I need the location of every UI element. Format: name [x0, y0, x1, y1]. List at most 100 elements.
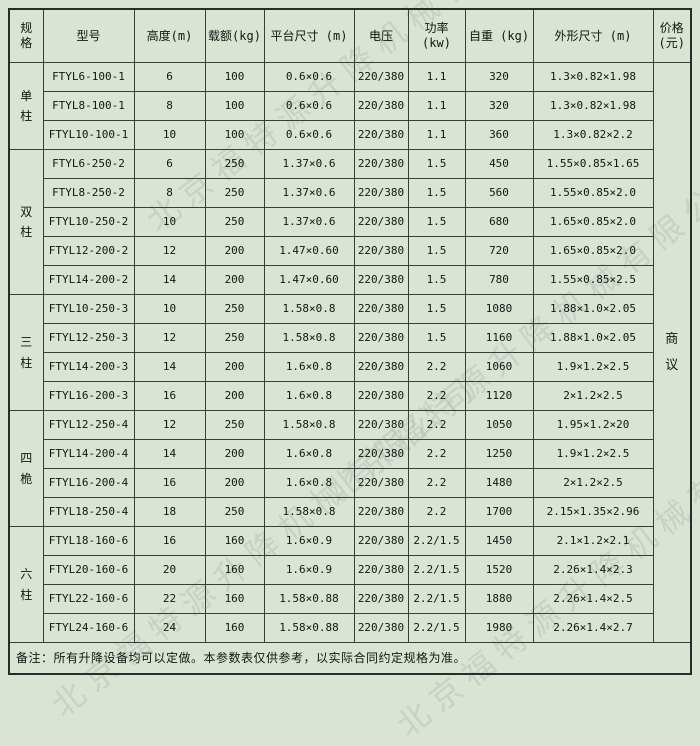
cell-weight: 720	[464, 236, 534, 266]
cell-weight: 1480	[464, 468, 534, 498]
cell-dimensions: 1.88×1.0×2.05	[532, 323, 654, 353]
cell-voltage: 220/380	[353, 613, 409, 643]
cell-weight: 1060	[464, 352, 534, 382]
cell-height: 16	[133, 381, 206, 411]
cell-weight: 1250	[464, 439, 534, 469]
cell-power: 1.1	[407, 91, 466, 121]
cell-height: 10	[133, 294, 206, 324]
row-group-label-char: 桅	[20, 471, 33, 486]
cell-height: 6	[133, 149, 206, 179]
cell-model: FTYL16-200-4	[42, 468, 135, 498]
cell-voltage: 220/380	[353, 91, 409, 121]
cell-height: 10	[133, 120, 206, 150]
cell-power: 1.1	[407, 120, 466, 150]
cell-power: 1.5	[407, 265, 466, 295]
row-group-label: 三柱	[8, 294, 44, 411]
column-header-line: (元)	[658, 36, 685, 50]
cell-platform: 1.58×0.88	[263, 584, 355, 614]
cell-model: FTYL14-200-4	[42, 439, 135, 469]
cell-voltage: 220/380	[353, 584, 409, 614]
cell-voltage: 220/380	[353, 381, 409, 411]
row-group-label-char: 四	[20, 451, 33, 466]
cell-load: 200	[204, 439, 265, 469]
cell-platform: 1.37×0.6	[263, 207, 355, 237]
cell-weight: 1120	[464, 381, 534, 411]
column-header-line: 平台尺寸 (m)	[270, 28, 348, 43]
cell-voltage: 220/380	[353, 120, 409, 150]
cell-model: FTYL10-250-2	[42, 207, 135, 237]
cell-model: FTYL8-250-2	[42, 178, 135, 208]
cell-load: 100	[204, 91, 265, 121]
cell-weight: 1980	[464, 613, 534, 643]
cell-voltage: 220/380	[353, 555, 409, 585]
cell-power: 1.5	[407, 294, 466, 324]
column-header-line: (kw)	[422, 36, 451, 50]
cell-load: 250	[204, 178, 265, 208]
price-merged-cell: 商议	[652, 62, 692, 643]
cell-dimensions: 1.3×0.82×1.98	[532, 62, 654, 92]
cell-height: 14	[133, 265, 206, 295]
cell-weight: 360	[464, 120, 534, 150]
cell-load: 250	[204, 410, 265, 440]
cell-load: 200	[204, 352, 265, 382]
cell-load: 100	[204, 120, 265, 150]
cell-platform: 1.58×0.8	[263, 497, 355, 527]
column-header-voltage: 电压	[353, 8, 409, 63]
table-row: FTYL8-250-2 8 250 1.37×0.6 220/380 1.5 560 1.55…	[9, 178, 691, 208]
table-row: FTYL24-160-6 24 160 1.58×0.88 220/380 2.2/1.5…	[9, 613, 691, 643]
cell-load: 250	[204, 323, 265, 353]
cell-weight: 1080	[464, 294, 534, 324]
column-header-price: 价格 (元)	[652, 8, 692, 63]
cell-height: 12	[133, 236, 206, 266]
table-row: FTYL8-100-1 8 100 0.6×0.6 220/380 1.1 320 1.3×0…	[9, 91, 691, 121]
column-header-line: 自重 (kg)	[468, 28, 530, 43]
cell-model: FTYL14-200-2	[42, 265, 135, 295]
row-group-label-char: 柱	[20, 225, 33, 239]
cell-platform: 0.6×0.6	[263, 120, 355, 150]
cell-voltage: 220/380	[353, 439, 409, 469]
cell-load: 160	[204, 613, 265, 643]
column-header-dimensions: 外形尺寸 (m)	[532, 8, 654, 63]
cell-model: FTYL14-200-3	[42, 352, 135, 382]
row-group-label-char: 单	[20, 88, 33, 103]
table-row: FTYL14-200-2 14 200 1.47×0.60 220/380 1.5 780 1…	[9, 265, 691, 295]
cell-dimensions: 2.15×1.35×2.96	[532, 497, 654, 527]
column-header-line: 型号	[76, 28, 101, 43]
cell-height: 24	[133, 613, 206, 643]
cell-voltage: 220/380	[353, 236, 409, 266]
table-row: 单柱 FTYL6-100-1 6 100 0.6×0.6 220/380 1.1 320 1.3…	[8, 62, 692, 643]
cell-platform: 1.58×0.88	[263, 613, 355, 643]
cell-platform: 1.47×0.60	[263, 236, 355, 266]
table-row: FTYL20-160-6 20 160 1.6×0.9 220/380 2.2/1.5 15…	[9, 555, 691, 585]
cell-platform: 0.6×0.6	[263, 62, 355, 92]
cell-power: 1.5	[407, 178, 466, 208]
price-char: 议	[665, 357, 679, 373]
cell-model: FTYL12-250-3	[42, 323, 135, 353]
cell-power: 1.5	[407, 149, 466, 179]
cell-load: 160	[204, 584, 265, 614]
column-header-line: 载额(kg)	[208, 28, 261, 43]
cell-power: 2.2	[407, 381, 466, 411]
cell-power: 1.5	[407, 323, 466, 353]
cell-height: 6	[133, 62, 206, 92]
cell-voltage: 220/380	[353, 497, 409, 527]
column-header-line: 规	[20, 21, 33, 35]
cell-power: 1.5	[407, 207, 466, 237]
cell-voltage: 220/380	[353, 294, 409, 324]
cell-dimensions: 1.65×0.85×2.0	[532, 207, 654, 237]
cell-height: 12	[133, 323, 206, 353]
cell-height: 20	[133, 555, 206, 585]
cell-dimensions: 1.55×0.85×2.0	[532, 178, 654, 208]
table-row: FTYL14-200-3 14 200 1.6×0.8 220/380 2.2 1060 1.…	[9, 352, 691, 382]
cell-platform: 1.37×0.6	[263, 149, 355, 179]
cell-load: 160	[204, 555, 265, 585]
cell-voltage: 220/380	[353, 468, 409, 498]
cell-model: FTYL16-200-3	[42, 381, 135, 411]
table-footer: 备注：所有升降设备均可以定做。本参数表仅供参考，以实际合同约定规格为准。	[8, 642, 692, 675]
table-row: FTYL14-200-4 14 200 1.6×0.8 220/380 2.2 1250 1.…	[9, 439, 691, 469]
cell-dimensions: 1.3×0.82×1.98	[532, 91, 654, 121]
table-row: FTYL16-200-3 16 200 1.6×0.8 220/380 2.2 1120 2×…	[9, 381, 691, 411]
cell-voltage: 220/380	[353, 410, 409, 440]
column-header-line: 电压	[368, 28, 393, 43]
cell-platform: 1.6×0.8	[263, 381, 355, 411]
